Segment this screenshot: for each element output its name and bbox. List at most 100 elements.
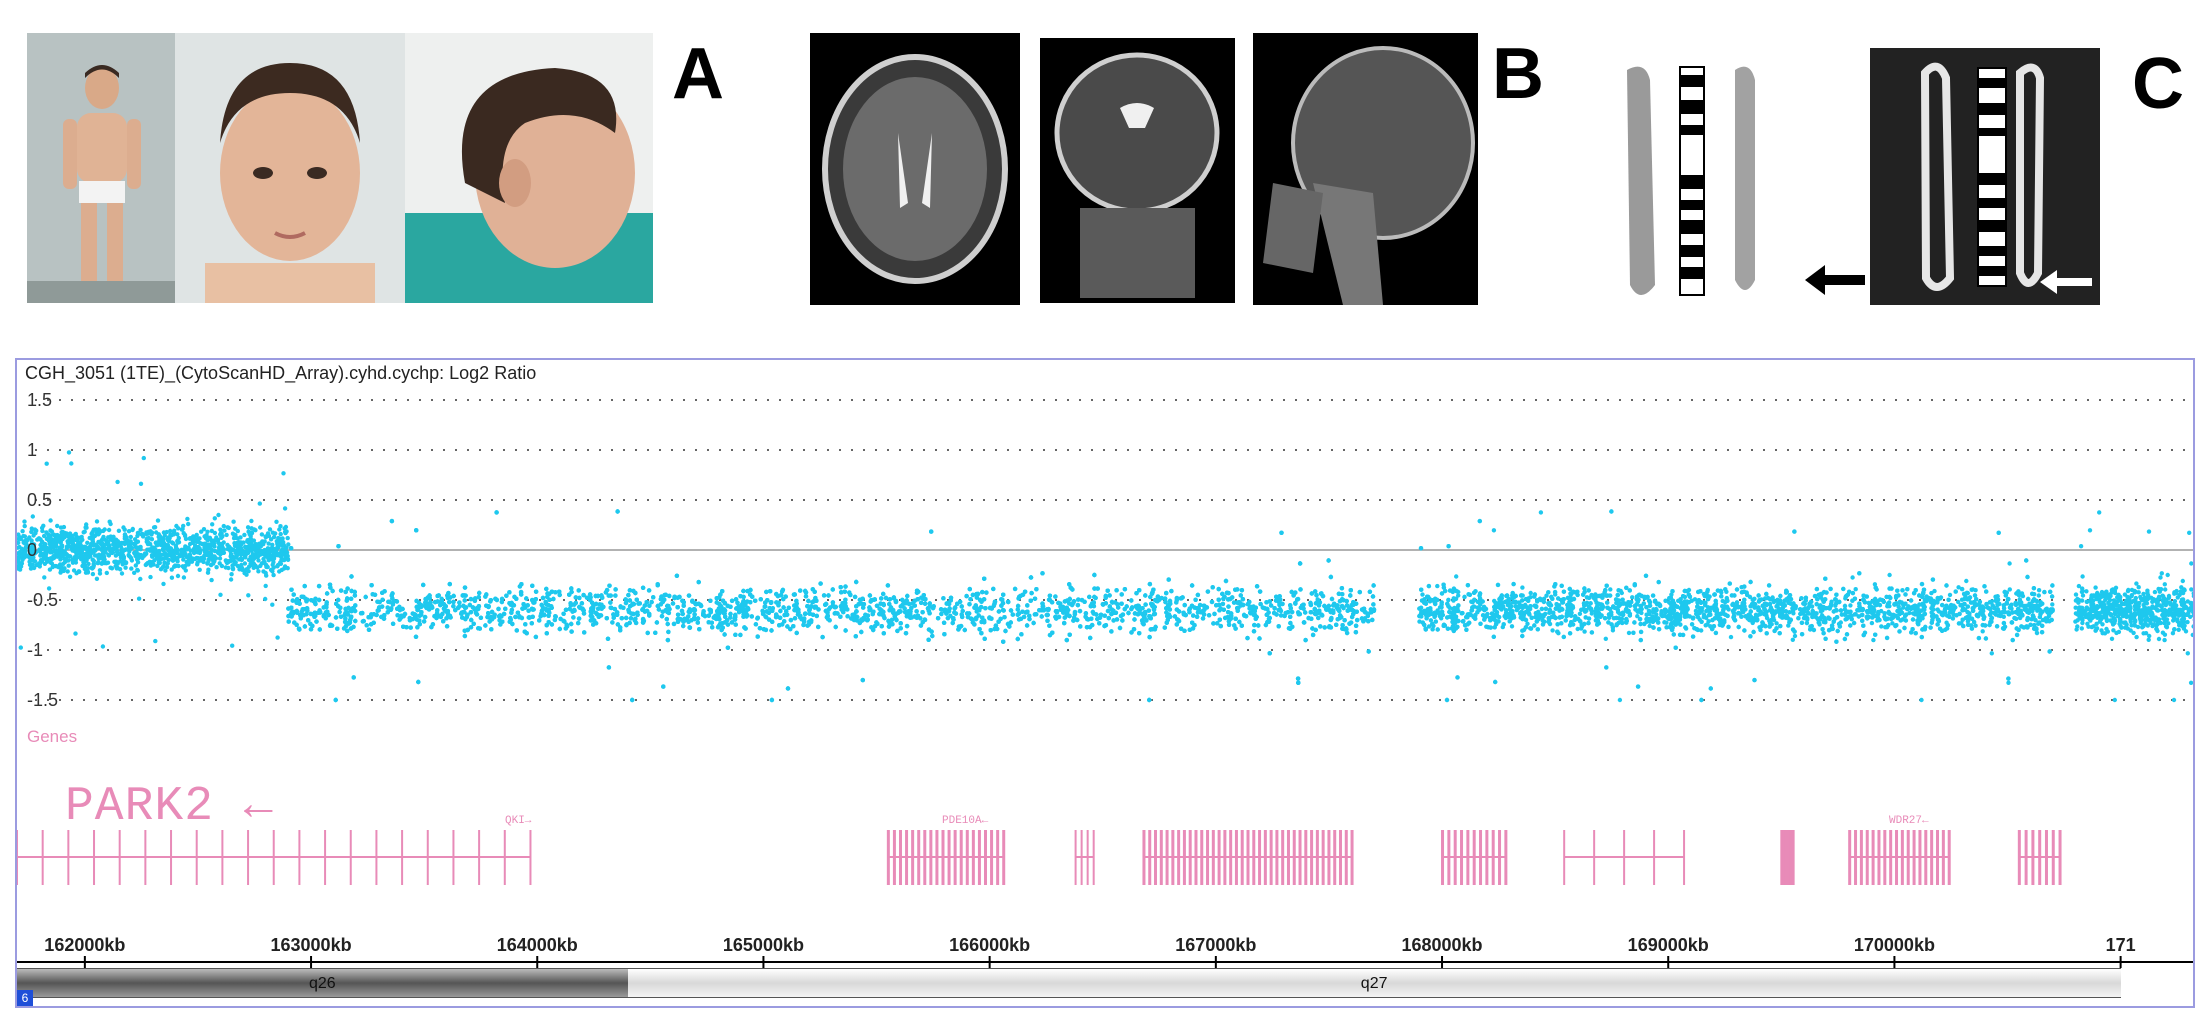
- data-point: [55, 554, 60, 559]
- panel-label-b: B: [1492, 34, 1544, 114]
- data-point: [43, 551, 49, 557]
- data-point: [138, 544, 143, 550]
- data-point: [74, 548, 80, 553]
- data-point: [175, 551, 180, 556]
- data-point: [221, 540, 226, 545]
- data-point: [233, 560, 238, 565]
- data-point: [273, 531, 278, 536]
- data-point: [212, 548, 218, 554]
- data-point: [20, 557, 25, 563]
- data-point: [172, 563, 178, 568]
- data-point: [138, 481, 144, 486]
- data-point: [249, 548, 254, 553]
- data-point: [144, 551, 149, 556]
- data-point: [46, 586, 52, 591]
- data-point: [31, 533, 36, 538]
- data-point: [212, 516, 217, 521]
- data-point: [1318, 624, 1323, 629]
- data-point: [1310, 632, 1316, 638]
- data-point: [135, 568, 140, 573]
- data-point: [126, 552, 131, 558]
- data-point: [51, 539, 56, 545]
- data-point: [64, 544, 70, 549]
- data-point: [249, 518, 254, 524]
- data-point: [79, 534, 84, 540]
- data-point: [234, 543, 240, 548]
- data-point: [101, 534, 106, 540]
- data-point: [94, 576, 100, 581]
- data-point: [1137, 631, 1142, 636]
- data-point: [271, 560, 276, 565]
- data-point: [258, 525, 263, 530]
- data-point: [128, 534, 133, 540]
- data-point: [242, 561, 248, 566]
- data-point: [183, 552, 188, 557]
- data-point: [221, 523, 226, 529]
- data-point: [281, 471, 286, 476]
- data-point: [87, 535, 92, 541]
- data-point: [164, 564, 170, 570]
- data-point: [263, 570, 268, 576]
- data-point: [152, 558, 157, 563]
- data-point: [230, 531, 236, 536]
- data-point: [29, 562, 35, 567]
- data-point: [100, 551, 106, 556]
- data-point: [170, 541, 176, 546]
- data-point: [194, 532, 199, 538]
- data-point: [69, 461, 74, 466]
- data-point: [176, 563, 181, 569]
- data-point: [58, 525, 64, 530]
- data-point: [133, 563, 138, 568]
- data-point: [230, 643, 235, 648]
- data-point: [250, 554, 255, 560]
- data-point: [266, 558, 271, 563]
- data-point: [175, 558, 180, 563]
- data-point: [59, 567, 64, 573]
- data-point: [126, 529, 132, 534]
- data-point: [38, 558, 44, 563]
- data-point: [636, 601, 641, 606]
- data-point: [96, 559, 101, 565]
- data-point: [281, 552, 287, 557]
- data-point: [235, 528, 240, 534]
- data-point: [146, 535, 151, 541]
- data-point: [187, 541, 193, 547]
- data-point: [134, 554, 139, 559]
- data-point: [54, 564, 59, 569]
- panel-label-c: C: [2132, 44, 2184, 124]
- data-point: [70, 541, 75, 546]
- data-point: [30, 514, 35, 519]
- data-point: [268, 546, 273, 551]
- data-point: [219, 535, 224, 540]
- data-point: [208, 555, 214, 560]
- data-point: [229, 572, 234, 577]
- data-point: [266, 533, 272, 539]
- data-point: [40, 539, 45, 545]
- data-point: [84, 525, 89, 530]
- data-point: [169, 567, 174, 572]
- data-point: [35, 537, 40, 542]
- data-point: [40, 528, 45, 534]
- data-point: [267, 527, 273, 532]
- data-point: [218, 527, 223, 532]
- data-point: [249, 530, 254, 535]
- data-point: [285, 553, 290, 559]
- data-point: [794, 630, 799, 636]
- data-point: [106, 553, 112, 558]
- data-point: [168, 528, 173, 534]
- data-point: [253, 563, 258, 568]
- data-point: [152, 525, 158, 530]
- data-point: [980, 589, 985, 595]
- data-point: [336, 544, 341, 549]
- plot-title: CGH_3051 (1TE)_(CytoScanHD_Array).cyhd.c…: [25, 363, 537, 383]
- data-point: [1067, 632, 1072, 637]
- data-point: [116, 542, 122, 547]
- data-point: [220, 547, 226, 552]
- data-point: [45, 556, 51, 562]
- data-point: [640, 585, 646, 590]
- data-point: [282, 506, 288, 511]
- data-point: [144, 530, 149, 535]
- data-point: [108, 521, 113, 527]
- data-point: [278, 524, 283, 529]
- data-point: [120, 560, 126, 565]
